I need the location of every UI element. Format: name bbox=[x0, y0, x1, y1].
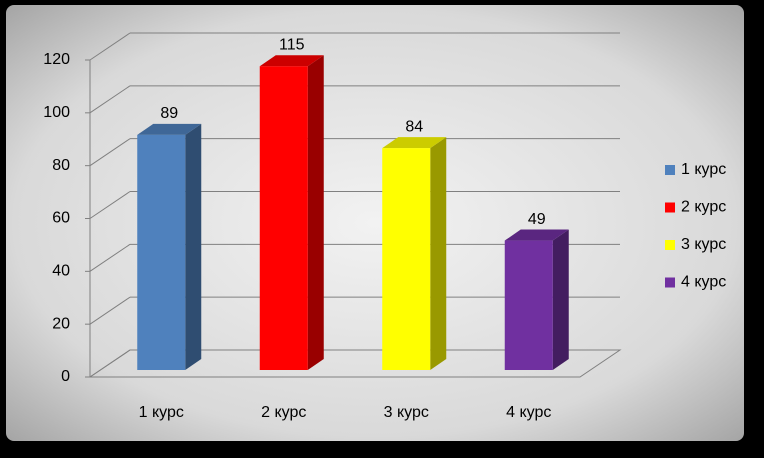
grid-line bbox=[89, 243, 131, 272]
value-label: 115 bbox=[279, 36, 305, 53]
bar bbox=[259, 66, 308, 370]
value-label: 84 bbox=[405, 118, 423, 135]
bar-top bbox=[504, 229, 569, 241]
y-tick-label: 100 bbox=[43, 104, 70, 121]
bar bbox=[504, 240, 553, 370]
legend-label: 4 курс bbox=[681, 274, 726, 291]
bar-top bbox=[382, 137, 447, 149]
x-tick-label: 1 курс bbox=[139, 404, 184, 421]
grid-line bbox=[89, 296, 131, 325]
bar-side bbox=[552, 229, 569, 370]
y-tick-label: 40 bbox=[52, 263, 70, 280]
grid-line bbox=[89, 349, 131, 378]
x-tick-label: 4 курс bbox=[506, 404, 551, 421]
bar-side bbox=[307, 55, 324, 370]
legend-label: 2 курс bbox=[681, 199, 726, 216]
grid-line bbox=[89, 191, 131, 219]
grid-line bbox=[89, 85, 131, 114]
value-label: 89 bbox=[160, 105, 178, 122]
x-tick-label: 2 курс bbox=[261, 404, 306, 421]
y-tick-label: 60 bbox=[52, 210, 70, 227]
legend-label: 1 курс bbox=[681, 161, 726, 178]
legend-swatch bbox=[665, 240, 675, 250]
legend-label: 3 курс bbox=[681, 236, 726, 253]
bar bbox=[137, 134, 186, 370]
bar-top bbox=[259, 55, 324, 67]
bar-side bbox=[185, 123, 202, 371]
bar bbox=[382, 148, 431, 370]
plot-panel bbox=[6, 5, 744, 441]
grid-line bbox=[89, 138, 131, 167]
y-tick-label: 0 bbox=[61, 368, 70, 385]
value-label: 49 bbox=[528, 211, 546, 228]
legend-swatch bbox=[665, 202, 675, 213]
y-tick-label: 80 bbox=[52, 157, 70, 174]
y-tick-label: 120 bbox=[43, 51, 70, 68]
x-tick-label: 3 курс bbox=[384, 404, 429, 421]
legend-swatch bbox=[665, 277, 675, 288]
bar-top bbox=[137, 123, 202, 135]
y-tick-label: 20 bbox=[52, 315, 70, 332]
legend-swatch bbox=[665, 165, 675, 175]
grid-line bbox=[89, 32, 131, 61]
bar-side bbox=[430, 137, 447, 370]
